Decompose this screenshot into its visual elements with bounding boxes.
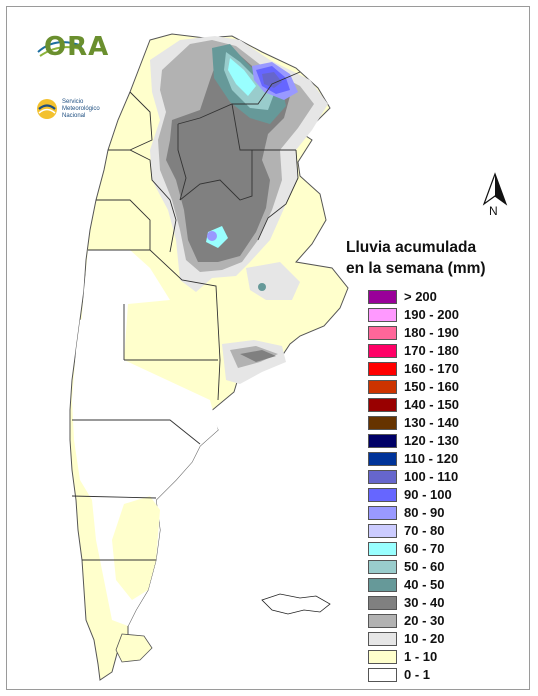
legend-title-line2: en la semana (mm) [346,260,486,277]
legend-item: 150 - 160 [368,378,508,396]
legend-swatch [368,632,397,646]
malvinas-islands [261,593,331,615]
legend-item: 180 - 190 [368,324,508,342]
north-label: N [489,204,498,218]
legend-item: 120 - 130 [368,432,508,450]
legend-item: 140 - 150 [368,396,508,414]
legend-label: 130 - 140 [404,415,459,430]
legend-swatch [368,452,397,466]
legend-swatch [368,416,397,430]
legend-item: 170 - 180 [368,342,508,360]
smn-line1: Servicio [62,99,84,105]
ora-logo: ORA [36,30,110,64]
legend-item: 160 - 170 [368,360,508,378]
legend-swatch [368,578,397,592]
smn-emblem-icon [37,99,57,119]
legend-label: 190 - 200 [404,307,459,322]
rain-band-10-20-east [246,262,300,300]
rain-core-east [258,283,266,291]
smn-line2: Meteorológico [62,106,100,112]
legend-swatch [368,542,397,556]
smn-logo: Servicio Meteorológico Nacional [36,98,126,122]
legend-label: 160 - 170 [404,361,459,376]
legend-item: 40 - 50 [368,576,508,594]
dry-region-west [80,250,170,360]
legend-label: > 200 [404,289,437,304]
legend-label: 1 - 10 [404,649,438,664]
legend-label: 60 - 70 [404,541,445,556]
lake-region [112,496,160,600]
legend-title-line1: Lluvia acumulada [346,239,477,256]
legend-swatch [368,650,397,664]
legend-label: 30 - 40 [404,595,445,610]
legend-swatch [368,434,397,448]
legend-label: 120 - 130 [404,433,459,448]
legend-label: 100 - 110 [404,469,459,484]
legend-swatch [368,308,397,322]
legend-swatch [368,596,397,610]
legend-label: 40 - 50 [404,577,445,592]
legend-swatch [368,470,397,484]
dry-region-south [72,300,218,626]
legend-item: 110 - 120 [368,450,508,468]
legend-item: 50 - 60 [368,558,508,576]
tierra-del-fuego [115,633,153,663]
legend-label: 110 - 120 [404,451,459,466]
legend-swatch [368,524,397,538]
legend-swatch [368,614,397,628]
legend-item: 130 - 140 [368,414,508,432]
rain-band-30-40-south [240,350,276,362]
legend-swatch [368,362,397,376]
legend-swatch [368,398,397,412]
legend-item: 1 - 10 [368,648,508,666]
smn-line3: Nacional [62,113,86,119]
legend-label: 20 - 30 [404,613,445,628]
legend-item: 100 - 110 [368,468,508,486]
legend-item: 30 - 40 [368,594,508,612]
legend-item: > 200 [368,288,508,306]
legend-swatch [368,488,397,502]
legend-swatch [368,290,397,304]
ora-logo-text: ORA [44,32,110,62]
north-arrow-icon [482,172,508,206]
legend-title: Lluvia acumulada en la semana (mm) [346,237,516,279]
legend: > 200 190 - 200 180 - 190 170 - 180 160 - 17… [368,288,508,684]
legend-label: 90 - 100 [404,487,452,502]
legend-swatch [368,326,397,340]
legend-label: 140 - 150 [404,397,459,412]
legend-label: 70 - 80 [404,523,445,538]
province-boundaries [71,71,301,561]
legend-label: 170 - 180 [404,343,459,358]
legend-item: 90 - 100 [368,486,508,504]
legend-swatch [368,344,397,358]
legend-label: 180 - 190 [404,325,459,340]
legend-item: 10 - 20 [368,630,508,648]
legend-swatch [368,506,397,520]
legend-label: 50 - 60 [404,559,445,574]
legend-item: 70 - 80 [368,522,508,540]
rain-band-100-110 [262,72,282,88]
legend-item: 190 - 200 [368,306,508,324]
rain-core-center [207,231,217,241]
legend-swatch [368,560,397,574]
rain-band-60-70 [228,58,256,96]
legend-label: 0 - 1 [404,667,431,682]
legend-label: 80 - 90 [404,505,445,520]
legend-item: 80 - 90 [368,504,508,522]
legend-swatch [368,380,397,394]
legend-label: 10 - 20 [404,631,445,646]
legend-item: 20 - 30 [368,612,508,630]
legend-item: 60 - 70 [368,540,508,558]
north-arrow: N [480,172,510,218]
legend-swatch [368,668,397,682]
legend-item: 0 - 1 [368,666,508,684]
legend-label: 150 - 160 [404,379,459,394]
